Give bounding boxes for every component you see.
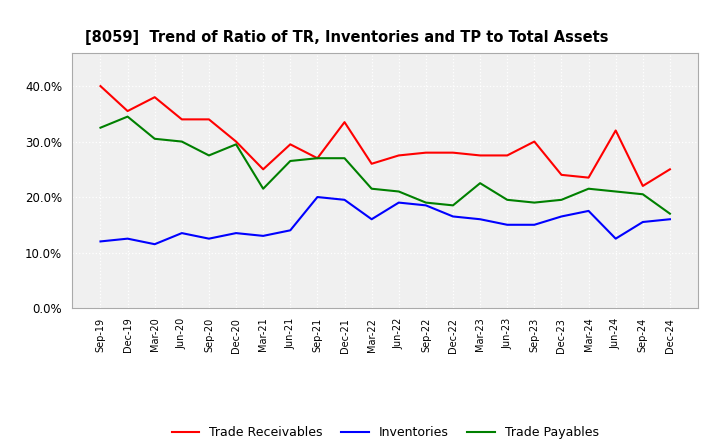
Trade Receivables	[367, 161, 376, 166]
Inventories	[503, 222, 511, 227]
Inventories	[395, 200, 403, 205]
Trade Receivables	[123, 108, 132, 114]
Trade Payables	[259, 186, 268, 191]
Inventories	[665, 216, 674, 222]
Trade Payables	[341, 156, 349, 161]
Inventories	[232, 231, 240, 236]
Trade Payables	[503, 197, 511, 202]
Inventories	[557, 214, 566, 219]
Inventories	[584, 208, 593, 213]
Inventories	[530, 222, 539, 227]
Inventories	[341, 197, 349, 202]
Trade Receivables	[476, 153, 485, 158]
Trade Receivables	[611, 128, 620, 133]
Inventories	[178, 231, 186, 236]
Trade Payables	[367, 186, 376, 191]
Trade Receivables	[449, 150, 457, 155]
Inventories	[259, 233, 268, 238]
Line: Trade Payables: Trade Payables	[101, 117, 670, 214]
Trade Receivables	[530, 139, 539, 144]
Line: Inventories: Inventories	[101, 197, 670, 244]
Trade Payables	[421, 200, 430, 205]
Line: Trade Receivables: Trade Receivables	[101, 86, 670, 186]
Trade Payables	[530, 200, 539, 205]
Trade Receivables	[178, 117, 186, 122]
Trade Receivables	[313, 156, 322, 161]
Trade Payables	[123, 114, 132, 119]
Legend: Trade Receivables, Inventories, Trade Payables: Trade Receivables, Inventories, Trade Pa…	[166, 422, 604, 440]
Trade Receivables	[96, 84, 105, 89]
Trade Payables	[150, 136, 159, 141]
Text: [8059]  Trend of Ratio of TR, Inventories and TP to Total Assets: [8059] Trend of Ratio of TR, Inventories…	[84, 29, 608, 45]
Trade Receivables	[665, 167, 674, 172]
Trade Payables	[204, 153, 213, 158]
Trade Payables	[313, 156, 322, 161]
Trade Receivables	[557, 172, 566, 177]
Inventories	[96, 239, 105, 244]
Trade Receivables	[421, 150, 430, 155]
Trade Payables	[96, 125, 105, 130]
Trade Payables	[584, 186, 593, 191]
Inventories	[286, 227, 294, 233]
Trade Receivables	[232, 139, 240, 144]
Inventories	[150, 242, 159, 247]
Inventories	[449, 214, 457, 219]
Trade Payables	[286, 158, 294, 164]
Inventories	[476, 216, 485, 222]
Trade Payables	[665, 211, 674, 216]
Trade Receivables	[341, 120, 349, 125]
Trade Receivables	[584, 175, 593, 180]
Trade Payables	[476, 180, 485, 186]
Trade Receivables	[259, 167, 268, 172]
Trade Receivables	[395, 153, 403, 158]
Trade Payables	[395, 189, 403, 194]
Inventories	[611, 236, 620, 241]
Inventories	[367, 216, 376, 222]
Trade Payables	[178, 139, 186, 144]
Inventories	[421, 203, 430, 208]
Trade Payables	[639, 192, 647, 197]
Trade Payables	[449, 203, 457, 208]
Inventories	[313, 194, 322, 200]
Trade Payables	[557, 197, 566, 202]
Trade Receivables	[286, 142, 294, 147]
Inventories	[639, 220, 647, 225]
Inventories	[123, 236, 132, 241]
Trade Payables	[232, 142, 240, 147]
Trade Receivables	[204, 117, 213, 122]
Trade Receivables	[503, 153, 511, 158]
Inventories	[204, 236, 213, 241]
Trade Receivables	[150, 95, 159, 100]
Trade Receivables	[639, 183, 647, 189]
Trade Payables	[611, 189, 620, 194]
